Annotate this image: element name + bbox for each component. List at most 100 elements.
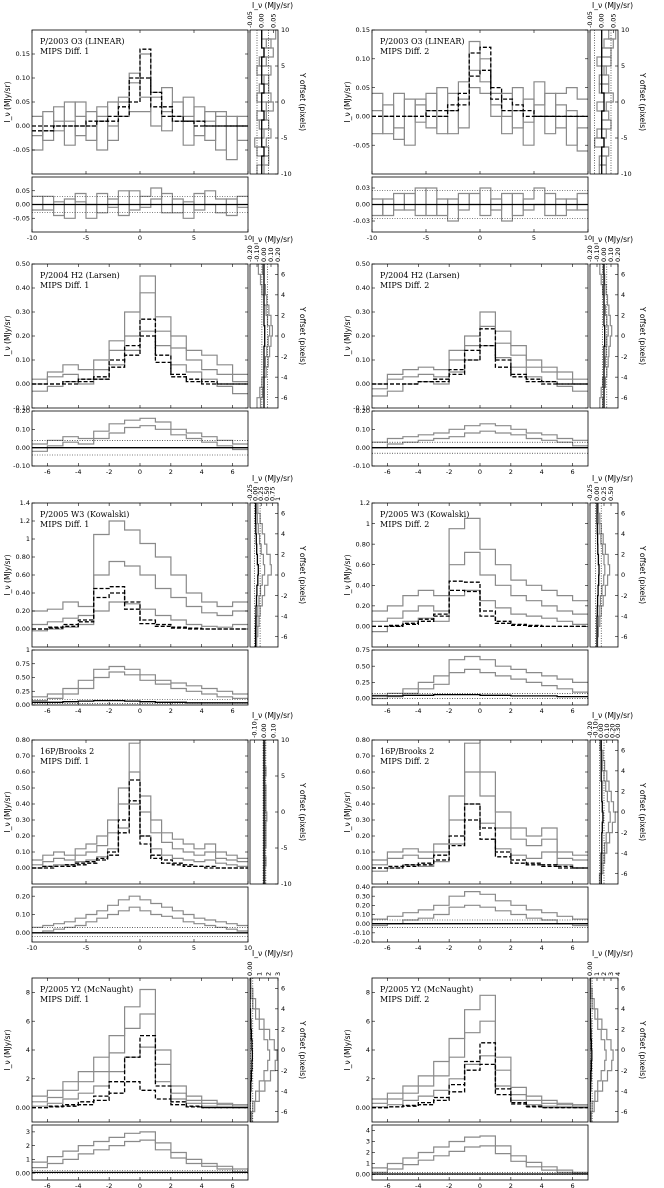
chart-panel-6: 0.00 0.20 0.40 0.60 0.80 1 1.2 P/2005 W3 (Kowal… <box>343 474 647 715</box>
side-xtick-label: 1 <box>274 497 282 501</box>
side-ytick-label: -6 <box>621 1108 627 1116</box>
profile-data <box>32 742 248 861</box>
res-xtick-label: -6 <box>384 468 390 476</box>
res-ytick-label: 3 <box>26 1128 30 1136</box>
residual-profiles <box>372 655 588 700</box>
side-side <box>602 264 613 408</box>
main-profiles <box>32 48 248 161</box>
side-ytick-label: 10 <box>281 736 289 744</box>
residual-profiles <box>372 891 588 928</box>
main-ytick-label: 0.30 <box>356 308 370 316</box>
res-xtick-label: 2 <box>509 707 513 715</box>
profile-model <box>372 1042 588 1109</box>
side-ytick-label: 4 <box>281 291 285 299</box>
residual-res <box>372 891 588 920</box>
res-ytick-label: 0.10 <box>16 911 30 919</box>
res-xtick-label: -6 <box>384 944 390 952</box>
panel-subtitle: MIPS Diff. 1 <box>40 520 89 529</box>
side-ytick-label: 2 <box>621 788 625 796</box>
panel-title: P/2005 W3 (Kowalski) <box>40 510 129 519</box>
chart-panel-9: 0.00 2 4 6 8 P/2005 Y2 (McNaught)MIPS Diff. 1… <box>3 949 307 1188</box>
side-ytick-label: -6 <box>281 1108 287 1116</box>
res-xtick-label: -2 <box>446 944 452 952</box>
res-xtick-label: 5 <box>192 944 196 952</box>
res-xtick-label: 0 <box>138 944 142 952</box>
side-ytick-label: 2 <box>281 1026 285 1034</box>
res-ytick-label: 0.50 <box>16 674 30 682</box>
side-ylabel: Y offset (pixels) <box>298 306 307 365</box>
res-xtick-label: 6 <box>571 468 575 476</box>
residual-res <box>32 895 248 928</box>
side-ytick-label: -6 <box>281 394 287 402</box>
side-ytick-label: 4 <box>621 1005 625 1013</box>
side-xtick-label: -0.10 <box>592 721 600 738</box>
res-ytick-label: 0.10 <box>356 911 370 919</box>
residual-res <box>372 423 588 443</box>
main-ytick-label: 1 <box>26 535 30 543</box>
side-side-model <box>254 503 259 647</box>
chart-panel-10: 0.00 2 4 6 8 P/2005 Y2 (McNaught)MIPS Diff. 2… <box>343 949 647 1188</box>
main-ytick-label: 0.05 <box>16 98 30 106</box>
main-profiles <box>372 40 588 152</box>
side-xtick-label: 0.25 <box>600 487 608 501</box>
panel-title: P/2005 Y2 (McNaught) <box>380 985 473 994</box>
main-ytick-label: 0.50 <box>356 784 370 792</box>
res-xtick-label: -6 <box>44 468 50 476</box>
side-xtick-label: -0.10 <box>593 245 601 262</box>
res-ytick-label: -0.10 <box>353 929 370 937</box>
profile-model-2 <box>32 592 248 630</box>
main-ytick-label: 0.40 <box>16 284 30 292</box>
residual-res-2 <box>32 425 248 452</box>
main-ytick-label: 0.15 <box>16 50 30 58</box>
main-ytick-label: 0.30 <box>356 816 370 824</box>
main-ytick-label: 1.2 <box>20 517 30 525</box>
res-ytick-label: 0.50 <box>356 662 370 670</box>
side-ytick-label: 0 <box>621 332 625 340</box>
side-profiles <box>250 978 278 1122</box>
res-ytick-label: 4 <box>366 1127 370 1135</box>
side-xtick-label: 0.50 <box>607 487 615 501</box>
res-xtick-label: 6 <box>231 1182 235 1188</box>
chart-panel-5: 0.00 0.20 0.40 0.60 0.80 1 1.2 1.4 P/2005 W3 (Ko… <box>3 474 307 715</box>
side-xtick-label: -0.25 <box>586 484 594 501</box>
panel-subtitle: MIPS Diff. 2 <box>380 520 429 529</box>
panel-subtitle: MIPS Diff. 2 <box>380 995 429 1004</box>
side-xtick-label: 0.75 <box>268 487 276 501</box>
res-ytick-label: 0.20 <box>16 407 30 415</box>
side-ytick-label: 6 <box>621 270 625 278</box>
main-ytick-label: -0.10 <box>353 404 370 412</box>
main-ytick-label: 0.50 <box>356 260 370 268</box>
side-title: I_ν (MJy/sr) <box>252 711 293 720</box>
res-xtick-label: 4 <box>200 468 204 476</box>
profile-model <box>32 1034 248 1109</box>
res-ytick-label: 3 <box>366 1138 370 1146</box>
main-ytick-label: 2 <box>26 1075 30 1083</box>
side-side-2 <box>255 503 266 647</box>
profile-model-2 <box>32 800 248 869</box>
side-xtick-label: -0.20 <box>246 245 254 262</box>
residual-res-2 <box>372 668 588 700</box>
side-xtick-label: 0.20 <box>274 248 282 262</box>
res-ytick-label: 2 <box>26 1142 30 1150</box>
side-profiles <box>254 503 272 647</box>
res-ytick-label: 0.00 <box>356 201 370 209</box>
side-ytick-label: 4 <box>281 1005 285 1013</box>
res-xtick-label: 10 <box>584 234 592 242</box>
res-xtick-label: -2 <box>106 468 112 476</box>
side-profiles <box>262 740 268 884</box>
side-side-2 <box>250 978 271 1122</box>
res-xtick-label: 6 <box>231 707 235 715</box>
res-ytick-label: 0.10 <box>356 426 370 434</box>
main-ytick-label: 0.00 <box>16 122 30 130</box>
res-xtick-label: 2 <box>509 944 513 952</box>
side-ytick-label: 0 <box>281 571 285 579</box>
residual-res-2 <box>32 190 248 219</box>
side-ytick-label: -2 <box>281 592 287 600</box>
main-ytick-label: 0.00 <box>356 864 370 872</box>
residual-profiles <box>32 187 248 219</box>
res-xtick-label: 2 <box>509 468 513 476</box>
res-xtick-label: 0 <box>478 944 482 952</box>
res-ytick-label: 0.00 <box>356 920 370 928</box>
side-ytick-label: 0 <box>621 808 625 816</box>
res-xtick-label: -4 <box>415 944 421 952</box>
